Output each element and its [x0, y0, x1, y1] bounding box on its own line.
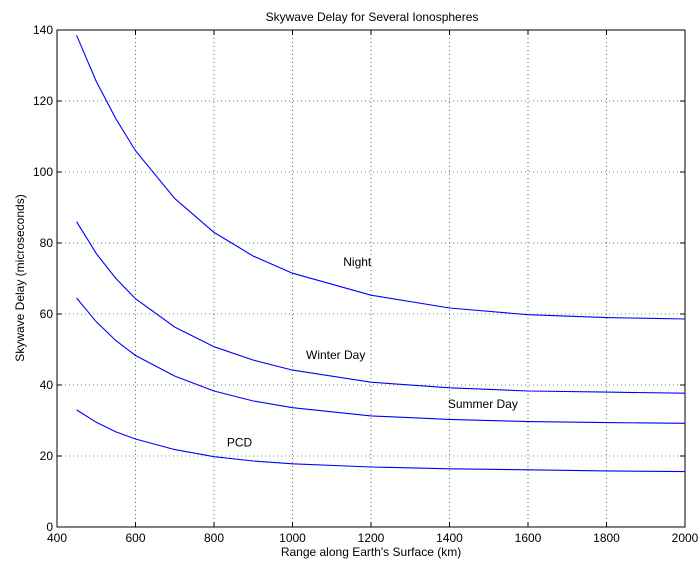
x-tick-label: 1200 — [358, 531, 385, 545]
annotation-summer-day: Summer Day — [448, 397, 518, 411]
series-line-night — [76, 35, 686, 320]
series-line-winter-day — [76, 221, 686, 394]
y-axis-label: Skywave Delay (microseconds) — [13, 194, 27, 361]
grid — [57, 30, 685, 527]
y-tick-label: 40 — [40, 378, 54, 392]
y-tick-label: 120 — [33, 94, 53, 108]
annotation-winter-day: Winter Day — [306, 348, 365, 362]
series-group — [76, 35, 686, 473]
y-tick-label: 100 — [33, 165, 53, 179]
x-tick-label: 400 — [47, 531, 67, 545]
axis-ticks: 400 600 800 1000 1200 1400 1600 1800 2000 0 20 40 60… — [33, 23, 699, 545]
y-tick-label: 0 — [46, 520, 53, 534]
x-tick-label: 2000 — [672, 531, 699, 545]
x-tick-label: 1400 — [436, 531, 463, 545]
annotation-pcd: PCD — [227, 435, 253, 449]
chart-title: Skywave Delay for Several Ionospheres — [266, 10, 479, 24]
y-tick-label: 20 — [40, 449, 54, 463]
x-tick-label: 600 — [125, 531, 145, 545]
y-tick-label: 60 — [40, 307, 54, 321]
y-tick-label: 140 — [33, 23, 53, 37]
series-line-summer-day — [76, 297, 686, 424]
x-tick-label: 1800 — [593, 531, 620, 545]
annotation-night: Night — [343, 255, 372, 269]
x-tick-label: 1600 — [515, 531, 542, 545]
y-tick-label: 80 — [40, 236, 54, 250]
x-axis-label: Range along Earth's Surface (km) — [281, 545, 461, 559]
x-tick-label: 800 — [204, 531, 224, 545]
x-tick-label: 1000 — [279, 531, 306, 545]
series-line-pcd — [76, 409, 686, 473]
annotations: Night Winter Day Summer Day PCD — [227, 255, 518, 449]
